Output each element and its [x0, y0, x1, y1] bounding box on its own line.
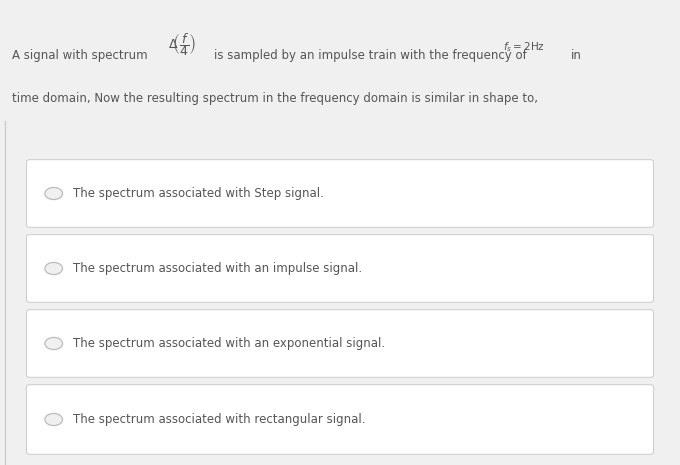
- Text: time domain, Now the resulting spectrum in the frequency domain is similar in sh: time domain, Now the resulting spectrum …: [12, 92, 539, 105]
- Text: is sampled by an impulse train with the frequency of: is sampled by an impulse train with the …: [214, 49, 527, 62]
- Text: $\Delta\!\!\left(\dfrac{f}{4}\right)$: $\Delta\!\!\left(\dfrac{f}{4}\right)$: [168, 31, 197, 58]
- FancyBboxPatch shape: [27, 385, 653, 454]
- Circle shape: [45, 413, 63, 425]
- Circle shape: [45, 187, 63, 199]
- FancyBboxPatch shape: [27, 235, 653, 302]
- Text: The spectrum associated with rectangular signal.: The spectrum associated with rectangular…: [73, 413, 365, 426]
- FancyBboxPatch shape: [27, 159, 653, 227]
- Text: $f_s = 2\mathrm{Hz}$: $f_s = 2\mathrm{Hz}$: [503, 40, 545, 54]
- Circle shape: [45, 338, 63, 350]
- Text: The spectrum associated with Step signal.: The spectrum associated with Step signal…: [73, 187, 324, 200]
- Text: in: in: [571, 49, 582, 62]
- Circle shape: [45, 262, 63, 274]
- Text: The spectrum associated with an exponential signal.: The spectrum associated with an exponent…: [73, 337, 385, 350]
- FancyBboxPatch shape: [27, 310, 653, 377]
- Text: A signal with spectrum: A signal with spectrum: [12, 49, 148, 62]
- Text: The spectrum associated with an impulse signal.: The spectrum associated with an impulse …: [73, 262, 362, 275]
